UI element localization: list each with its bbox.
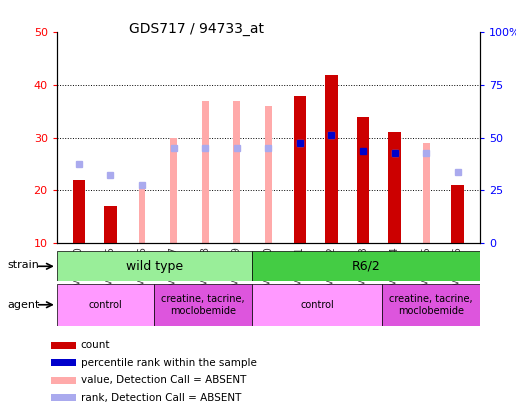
Text: GDS717 / 94733_at: GDS717 / 94733_at (128, 22, 264, 36)
Bar (452, 185, 464, 243)
Text: control: control (300, 300, 334, 310)
Bar (104, 206, 117, 243)
Bar (154, 284, 252, 326)
Text: wild type: wild type (126, 260, 183, 273)
Bar (382, 284, 480, 326)
Bar (51, 341, 76, 349)
Bar (57, 284, 154, 326)
Text: count: count (80, 340, 110, 350)
Bar (51, 394, 76, 401)
Bar (73, 180, 85, 243)
Bar (357, 117, 369, 243)
Text: R6/2: R6/2 (351, 260, 380, 273)
Bar (265, 106, 272, 243)
Bar (294, 96, 306, 243)
Bar (296, 96, 303, 243)
Text: control: control (89, 300, 122, 310)
Bar (51, 359, 76, 367)
Text: strain: strain (8, 260, 40, 270)
Text: agent: agent (8, 300, 40, 309)
Bar (389, 132, 401, 243)
Text: creatine, tacrine,
moclobemide: creatine, tacrine, moclobemide (162, 294, 245, 315)
Bar (360, 117, 366, 243)
Bar (138, 185, 146, 243)
Bar (391, 132, 398, 243)
Bar (51, 377, 76, 384)
Bar (325, 75, 338, 243)
Bar (454, 185, 461, 243)
Text: value, Detection Call = ABSENT: value, Detection Call = ABSENT (80, 375, 246, 385)
Bar (107, 206, 114, 243)
Bar (57, 251, 252, 281)
Bar (202, 101, 208, 243)
Bar (252, 251, 480, 281)
Bar (170, 138, 177, 243)
Text: creatine, tacrine,
moclobemide: creatine, tacrine, moclobemide (389, 294, 473, 315)
Text: rank, Detection Call = ABSENT: rank, Detection Call = ABSENT (80, 393, 241, 403)
Bar (75, 180, 83, 243)
Bar (252, 284, 382, 326)
Bar (233, 101, 240, 243)
Text: percentile rank within the sample: percentile rank within the sample (80, 358, 256, 368)
Bar (328, 75, 335, 243)
Bar (423, 143, 430, 243)
